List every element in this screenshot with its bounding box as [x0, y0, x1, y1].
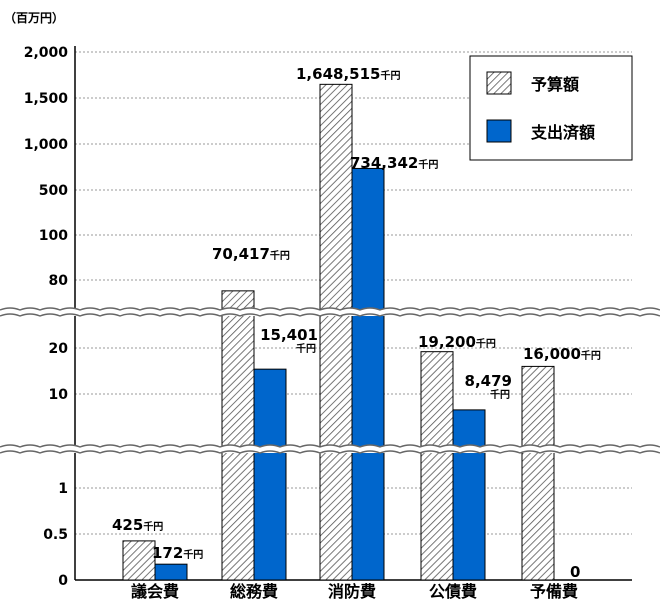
bar-budget	[122, 540, 156, 581]
legend-label-budget: 予算額	[531, 75, 579, 94]
value-label-budget: 1,648,515千円	[296, 65, 400, 83]
bar-spent	[154, 563, 188, 581]
bar-spent	[351, 167, 385, 581]
value-labels: 425千円172千円70,417千円15,401千円1,648,515千円734…	[112, 65, 601, 581]
category-label: 議会費	[131, 582, 179, 600]
bar-budget	[319, 83, 353, 581]
axis-break-lower-line	[0, 444, 660, 448]
value-label-spent: 172千円	[152, 544, 203, 562]
bar-budget	[221, 290, 255, 581]
y-tick-label: 80	[49, 273, 69, 289]
y-tick-label: 2,000	[24, 45, 69, 61]
legend-label-spent: 支出済額	[530, 123, 595, 142]
value-label-budget: 425千円	[112, 516, 163, 534]
value-unit-label: 千円	[490, 388, 510, 401]
value-label-spent: 15,401	[260, 326, 318, 344]
bar-budget	[420, 351, 454, 581]
axis-break-upper-line	[0, 307, 660, 311]
value-label-spent: 8,479	[465, 372, 512, 390]
category-label: 公債費	[429, 582, 477, 600]
legend-swatch-spent	[486, 119, 512, 143]
bar-spent	[253, 368, 287, 581]
y-tick-label: 10	[49, 387, 69, 403]
y-tick-label: 20	[49, 341, 69, 357]
category-label: 予備費	[530, 582, 578, 600]
y-tick-label: 100	[39, 228, 68, 244]
category-label: 消防費	[328, 582, 376, 600]
category-label: 総務費	[230, 582, 278, 600]
y-tick-labels: 2,000 1,500 1,000 500 100 80 20 10 1 0.5 0	[24, 45, 69, 589]
bar-spent	[452, 409, 486, 581]
value-label-spent: 0	[570, 563, 580, 581]
y-tick-label: 500	[39, 183, 68, 199]
value-label-budget: 16,000千円	[523, 345, 601, 363]
axis-break-upper-line	[0, 313, 660, 317]
bars	[122, 83, 555, 581]
legend: 予算額 支出済額	[469, 55, 633, 161]
y-tick-label: 0.5	[43, 527, 68, 543]
category-labels: 議会費 総務費 消防費 公債費 予備費	[131, 582, 578, 600]
bar-budget	[521, 365, 555, 581]
value-label-budget: 70,417千円	[212, 245, 290, 263]
y-tick-label: 1	[58, 481, 68, 497]
axis-break-lower-line	[0, 450, 660, 454]
value-label-budget: 19,200千円	[418, 333, 496, 351]
axis-breaks	[0, 307, 660, 454]
value-unit-label: 千円	[296, 342, 316, 355]
y-axis-unit-label: （百万円）	[4, 10, 64, 25]
y-tick-label: 1,500	[24, 91, 69, 107]
y-tick-label: 1,000	[24, 137, 69, 153]
value-label-spent: 734,342千円	[350, 154, 438, 172]
y-tick-label: 0	[58, 573, 68, 589]
legend-swatch-budget	[486, 71, 512, 95]
